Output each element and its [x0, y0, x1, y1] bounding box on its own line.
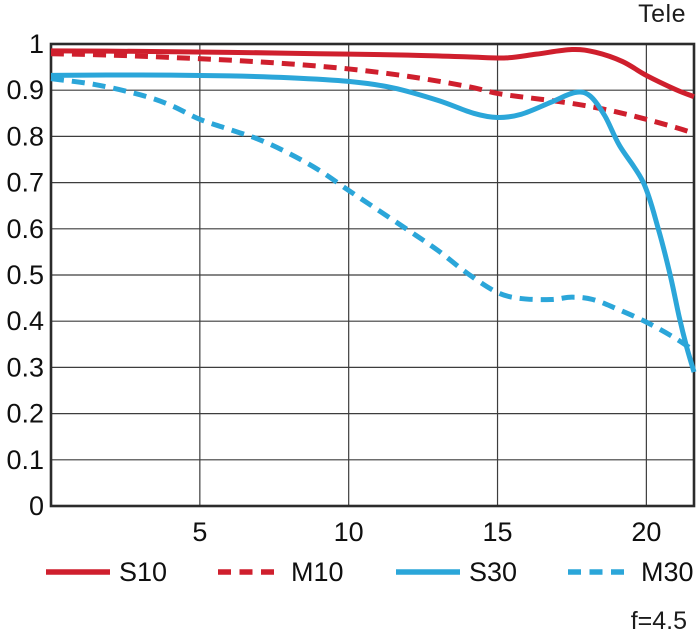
x-axis-tick-label: 5	[192, 517, 207, 547]
y-axis-tick-label: 0.9	[6, 75, 44, 105]
legend-swatch-s10-solid-line	[46, 569, 110, 575]
y-axis-tick-label: 0	[29, 491, 44, 521]
legend-label-m10: M10	[291, 557, 344, 587]
curve-m10	[50, 51, 695, 136]
x-axis-tick-label: 15	[483, 517, 513, 547]
legend-swatch-m30-dashed-line	[568, 569, 632, 575]
mtf-chart: 00.10.20.30.40.50.60.70.80.915 10 15 20	[6, 29, 697, 547]
chart-title: Tele	[638, 0, 686, 28]
x-axis-tick-label: 20	[631, 517, 661, 547]
y-axis-tick-label: 1	[29, 29, 44, 59]
y-axis-tick-label: 0.4	[6, 306, 44, 336]
legend-swatch-s30-solid-line	[396, 569, 460, 575]
legend-item-m30: M30	[567, 556, 694, 588]
curve-s30	[50, 72, 697, 373]
y-axis-tick-label: 0.8	[6, 121, 44, 151]
legend-swatch-m10-dashed-line	[218, 569, 282, 575]
legend-item-s10: S10	[45, 556, 167, 588]
aperture-label: f=4.5	[630, 607, 687, 635]
legend-label-s10: S10	[119, 557, 168, 587]
curve-s10	[50, 46, 695, 100]
plot-frame	[49, 42, 696, 508]
y-axis-tick-label: 0.1	[6, 445, 44, 475]
y-axis-tick-label: 0.5	[6, 260, 44, 290]
legend-label-m30: M30	[641, 557, 694, 587]
legend-item-s30: S30	[395, 556, 517, 588]
y-axis-tick-label: 0.3	[6, 352, 44, 382]
y-axis-tick-label: 0.6	[6, 214, 44, 244]
legend-item-m10: M10	[217, 556, 344, 588]
y-axis-tick-label: 0.2	[6, 399, 44, 429]
x-axis-tick-label: 10	[334, 517, 364, 547]
curve-m30	[50, 76, 696, 353]
y-axis-tick-label: 0.7	[6, 168, 44, 198]
legend: S10 M10 S30 M30	[0, 556, 700, 588]
legend-label-s30: S30	[469, 557, 518, 587]
